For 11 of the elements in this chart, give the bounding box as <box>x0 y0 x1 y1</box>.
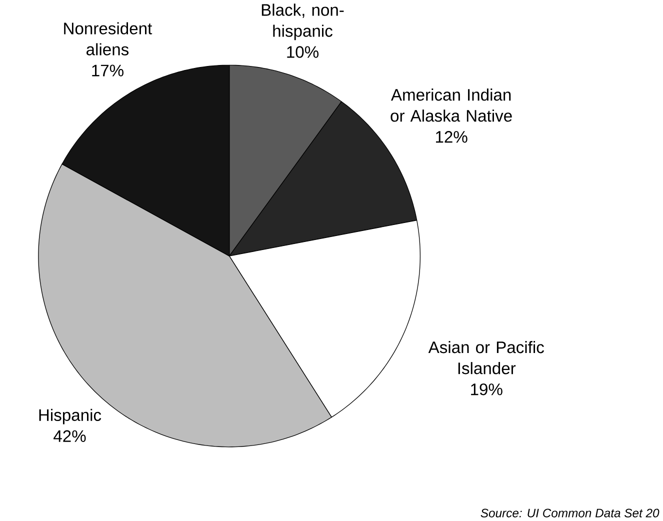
slice-label: Nonresident aliens <box>64 22 152 56</box>
data-label: 42% <box>54 430 86 442</box>
slice-label: Asian or Pacific Islander <box>428 341 544 374</box>
slice-label: Hispanic <box>39 408 102 424</box>
data-label: 19% <box>471 383 502 396</box>
data-label: 10% <box>287 46 318 58</box>
data-label: 12% <box>436 130 468 143</box>
slice-label: American Indian or Alaska Native <box>390 88 512 122</box>
source-note: Source: UI Common Data Set 20 <box>480 508 660 518</box>
slice-label: Black, non-hispanic <box>262 4 344 40</box>
data-label: 17% <box>92 64 124 76</box>
